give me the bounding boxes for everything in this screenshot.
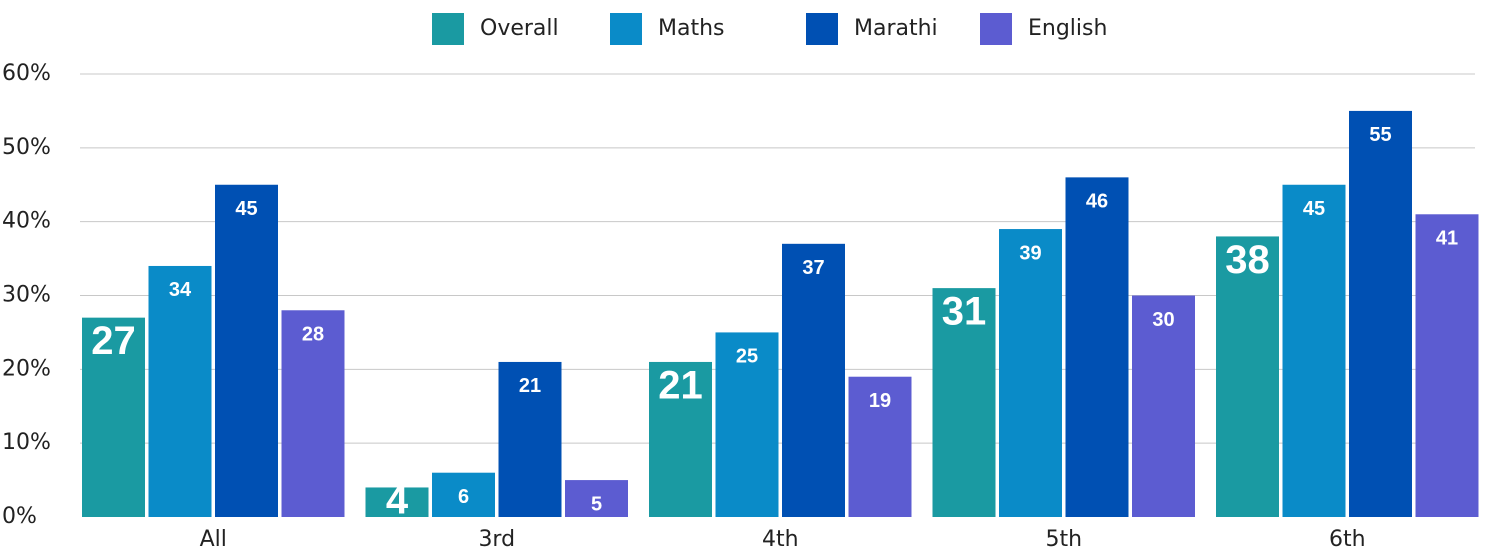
data-label: 5 [591,493,602,515]
data-label: 45 [1303,198,1325,220]
legend-swatch [432,13,464,45]
x-tick-label: All [200,527,227,551]
bar [1065,177,1129,517]
data-label: 55 [1369,124,1391,146]
y-tick-label: 10% [2,430,51,455]
x-tick-label: 6th [1329,527,1366,551]
bar [999,229,1062,518]
data-label: 37 [802,257,824,279]
bar [1282,184,1346,517]
bar [848,376,912,517]
legend-label: Overall [480,16,559,41]
data-label: 31 [942,290,987,334]
bar [715,332,779,517]
bar [215,184,278,517]
bar [1216,236,1279,517]
data-label: 21 [519,375,541,397]
bar [782,243,845,518]
legend-label: Maths [658,16,725,41]
y-tick-label: 50% [2,135,51,160]
x-tick-label: 3rd [478,527,515,551]
data-label: 30 [1152,309,1174,331]
data-label: 6 [458,486,469,508]
bar [1132,295,1195,517]
x-tick-label: 5th [1045,527,1082,551]
bar [1349,110,1412,518]
data-label: 19 [869,390,891,412]
bar [82,317,145,517]
bar [498,361,562,517]
data-label: 45 [235,198,257,220]
bar [365,487,429,517]
bar [649,361,712,517]
data-label: 4 [386,479,409,523]
bar [932,288,996,517]
y-tick-label: 40% [2,209,51,234]
data-label: 46 [1086,191,1108,213]
legend-label: English [1028,16,1107,41]
data-label: 34 [169,279,192,301]
data-label: 28 [302,324,324,346]
y-tick-label: 20% [2,356,51,381]
legend-swatch [980,13,1012,45]
data-label: 27 [91,319,136,363]
x-tick-label: 4th [762,527,799,551]
data-label: 21 [658,364,703,408]
y-tick-label: 30% [2,283,51,308]
legend-label: Marathi [854,16,938,41]
bar [432,472,495,517]
bar [148,265,212,517]
y-tick-label: 0% [2,504,37,529]
y-tick-label: 60% [2,61,51,86]
legend-swatch [806,13,838,45]
legend-swatch [610,13,642,45]
data-label: 38 [1225,238,1270,282]
bar [281,310,345,517]
data-label: 41 [1436,228,1458,250]
bar [565,480,628,517]
bar [1415,214,1479,518]
data-label: 25 [736,346,758,368]
data-label: 39 [1019,242,1041,264]
